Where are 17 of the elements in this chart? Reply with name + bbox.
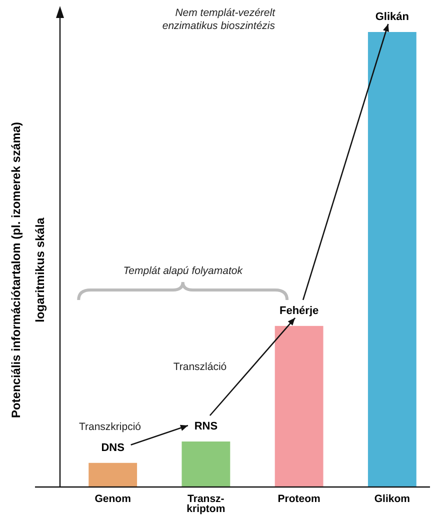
annotation: Fehérje (279, 304, 319, 317)
annotation: RNS (194, 420, 218, 432)
bar (182, 442, 230, 487)
annotation: Glikán (375, 11, 410, 23)
y-axis-title: Potenciális információtartalom (pl. izomerek száma) logaritmikus skála (9, 122, 47, 418)
annotation: Transzláció (173, 361, 227, 373)
bar (274, 326, 324, 487)
x-tick-label: Genom (94, 493, 131, 505)
bar (88, 462, 138, 487)
annotation: DNS (101, 442, 124, 454)
annotation: Templát alapú folyamatok (123, 265, 244, 277)
x-tick-label: Glikom (374, 493, 410, 505)
x-tick-label: Transz- kriptom (186, 493, 226, 515)
annotation: Nem templát-vezérelt enzimatikus bioszintézis (162, 7, 276, 32)
annotation: Transzkripció (78, 421, 142, 433)
x-tick-label: Proteom (278, 493, 320, 505)
bar (368, 32, 416, 487)
